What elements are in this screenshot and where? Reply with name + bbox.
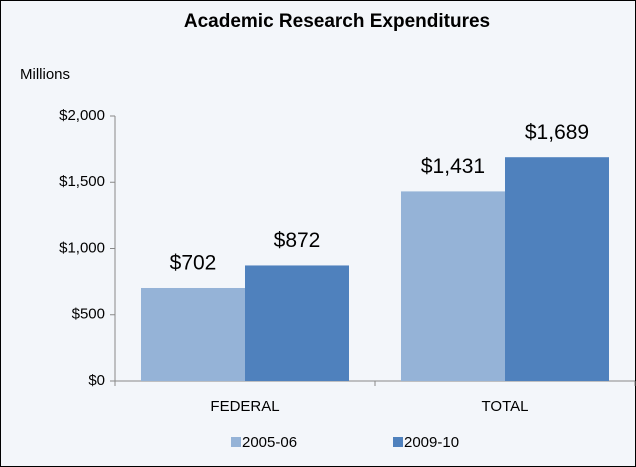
bar <box>245 265 349 381</box>
data-label: $702 <box>170 252 217 275</box>
y-axis-label: Millions <box>20 66 70 83</box>
y-tick-label: $1,500 <box>59 173 105 190</box>
legend-swatch <box>393 437 403 447</box>
bar <box>401 191 505 381</box>
data-label: $872 <box>274 229 321 252</box>
x-tick-label: FEDERAL <box>210 398 279 415</box>
x-tick-label: TOTAL <box>482 398 529 415</box>
y-tick-label: $0 <box>88 372 105 389</box>
data-label: $1,431 <box>421 155 485 178</box>
y-tick-label: $2,000 <box>59 107 105 124</box>
legend-label: 2009-10 <box>404 434 459 451</box>
chart-title: Academic Research Expenditures <box>184 11 490 32</box>
y-tick-label: $500 <box>72 306 105 323</box>
data-label: $1,689 <box>525 121 589 144</box>
legend-swatch <box>231 437 241 447</box>
bar <box>505 157 609 381</box>
legend-label: 2005-06 <box>242 434 297 451</box>
y-tick-label: $1,000 <box>59 239 105 256</box>
bar <box>141 287 245 381</box>
